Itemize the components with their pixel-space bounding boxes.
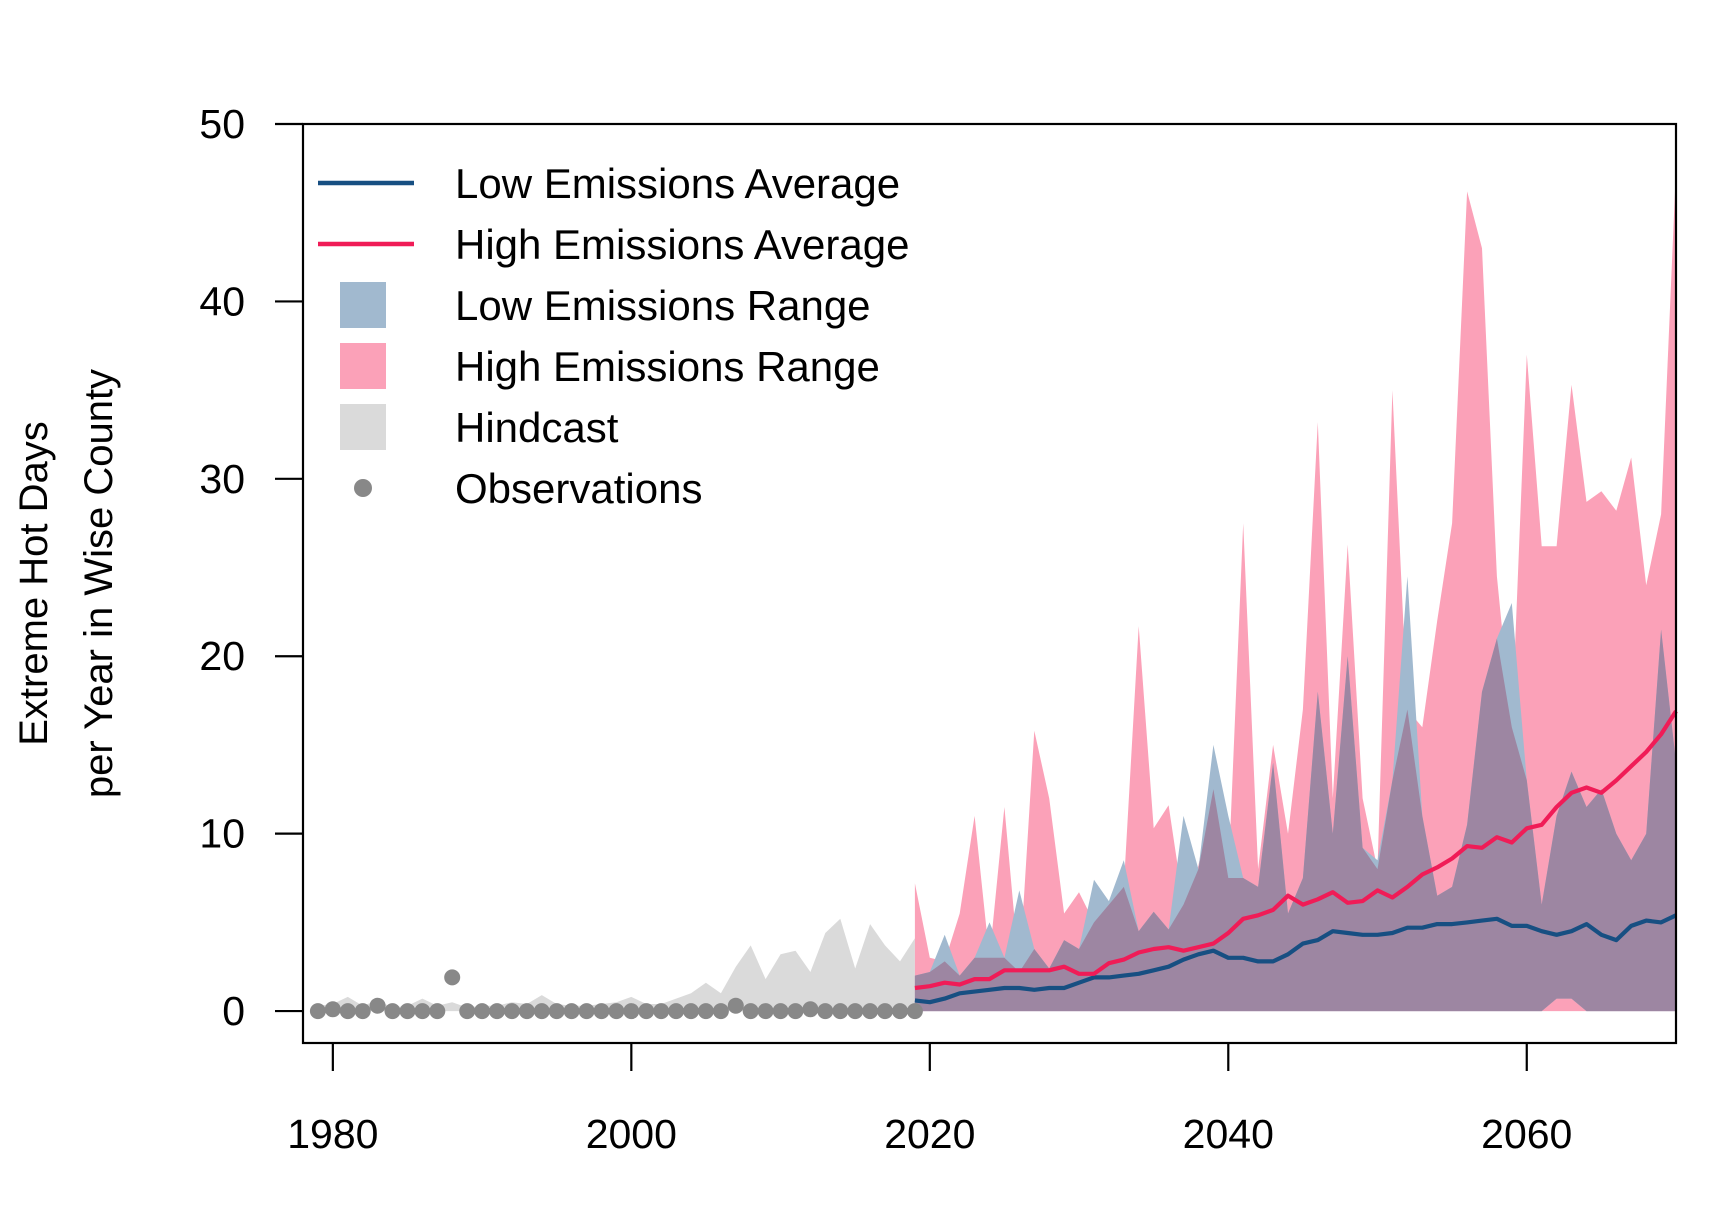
observation-point	[817, 1003, 834, 1020]
legend-observations-label: Observations	[455, 465, 702, 512]
y-axis-label-group: Extreme Hot Days per Year in Wise County	[12, 369, 121, 798]
observation-point	[906, 1003, 923, 1020]
observation-point	[757, 1003, 774, 1020]
y-tick-label: 50	[199, 101, 245, 147]
observation-point	[802, 1001, 819, 1018]
y-tick-label: 0	[222, 988, 245, 1034]
x-tick-label: 2000	[586, 1111, 677, 1157]
observation-point	[309, 1003, 326, 1020]
observation-point	[787, 1003, 804, 1020]
observation-point	[697, 1003, 714, 1020]
legend-low-emissions-average-label: Low Emissions Average	[455, 160, 900, 207]
observation-point	[459, 1003, 476, 1020]
observation-point	[384, 1003, 401, 1020]
observation-point	[653, 1003, 670, 1020]
observation-point	[832, 1003, 849, 1020]
legend-low-emissions-range-swatch	[340, 282, 386, 328]
observation-point	[414, 1003, 431, 1020]
y-tick-label: 10	[199, 811, 245, 857]
observation-point	[474, 1003, 491, 1020]
observation-point	[727, 997, 744, 1014]
observation-point	[623, 1003, 640, 1020]
x-tick-label: 1980	[287, 1111, 378, 1157]
legend: Low Emissions Average High Emissions Aver…	[318, 160, 909, 512]
observation-point	[877, 1003, 893, 1020]
y-tick-label: 30	[199, 456, 245, 502]
observation-point	[489, 1003, 505, 1020]
observation-point	[533, 1003, 550, 1020]
plot-frame	[301, 122, 1678, 1045]
axes: 0 10 20 30 40 50 1980 2000 2020 2040 2060	[199, 101, 1572, 1157]
observation-point	[563, 1003, 580, 1020]
observation-point	[712, 1003, 729, 1020]
observation-point	[324, 1001, 341, 1018]
legend-hindcast-label: Hindcast	[455, 404, 619, 451]
range-bands	[317, 168, 1676, 1012]
observation-point	[862, 1003, 879, 1020]
x-tick-label: 2020	[884, 1111, 975, 1157]
observation-point	[503, 1003, 520, 1020]
legend-hindcast-swatch	[340, 404, 386, 450]
observation-point	[593, 1003, 610, 1020]
observation-point	[772, 1003, 789, 1020]
observation-point	[518, 1003, 535, 1020]
y-axis-label-line: per Year in Wise County	[77, 369, 121, 798]
y-axis-label: Extreme Hot Days per Year in Wise County	[12, 369, 121, 798]
average-lines	[914, 710, 1678, 1005]
legend-low-emissions-range-label: Low Emissions Range	[455, 282, 871, 329]
observation-point	[548, 1003, 565, 1020]
x-tick-label: 2040	[1183, 1111, 1274, 1157]
low-emissions-average-line	[914, 913, 1677, 1005]
y-tick-label: 40	[199, 278, 245, 324]
observation-point	[369, 997, 386, 1014]
observation-point	[668, 1003, 685, 1020]
y-axis-label-line: Extreme Hot Days	[12, 421, 56, 746]
observation-point	[638, 1003, 655, 1020]
legend-high-emissions-range-label: High Emissions Range	[455, 343, 880, 390]
observation-point	[444, 969, 461, 986]
observation-point	[354, 1003, 371, 1020]
observation-point	[683, 1003, 699, 1020]
observation-point	[742, 1003, 759, 1020]
x-tick-label: 2060	[1481, 1111, 1572, 1157]
hindcast-band	[317, 918, 915, 1012]
observation-points	[309, 969, 923, 1020]
observation-point	[578, 1003, 595, 1020]
high-emissions-average-line	[914, 710, 1678, 991]
observation-point	[847, 1003, 864, 1020]
range-overlap-band	[914, 629, 1676, 1012]
legend-high-emissions-range-swatch	[340, 343, 386, 389]
legend-observations-swatch	[354, 479, 372, 497]
observation-point	[399, 1003, 416, 1020]
y-tick-label: 20	[199, 633, 245, 679]
observation-point	[608, 1003, 625, 1020]
observation-point	[339, 1003, 356, 1020]
observation-point	[429, 1003, 446, 1020]
legend-high-emissions-average-label: High Emissions Average	[455, 221, 909, 268]
observation-point	[892, 1003, 908, 1020]
